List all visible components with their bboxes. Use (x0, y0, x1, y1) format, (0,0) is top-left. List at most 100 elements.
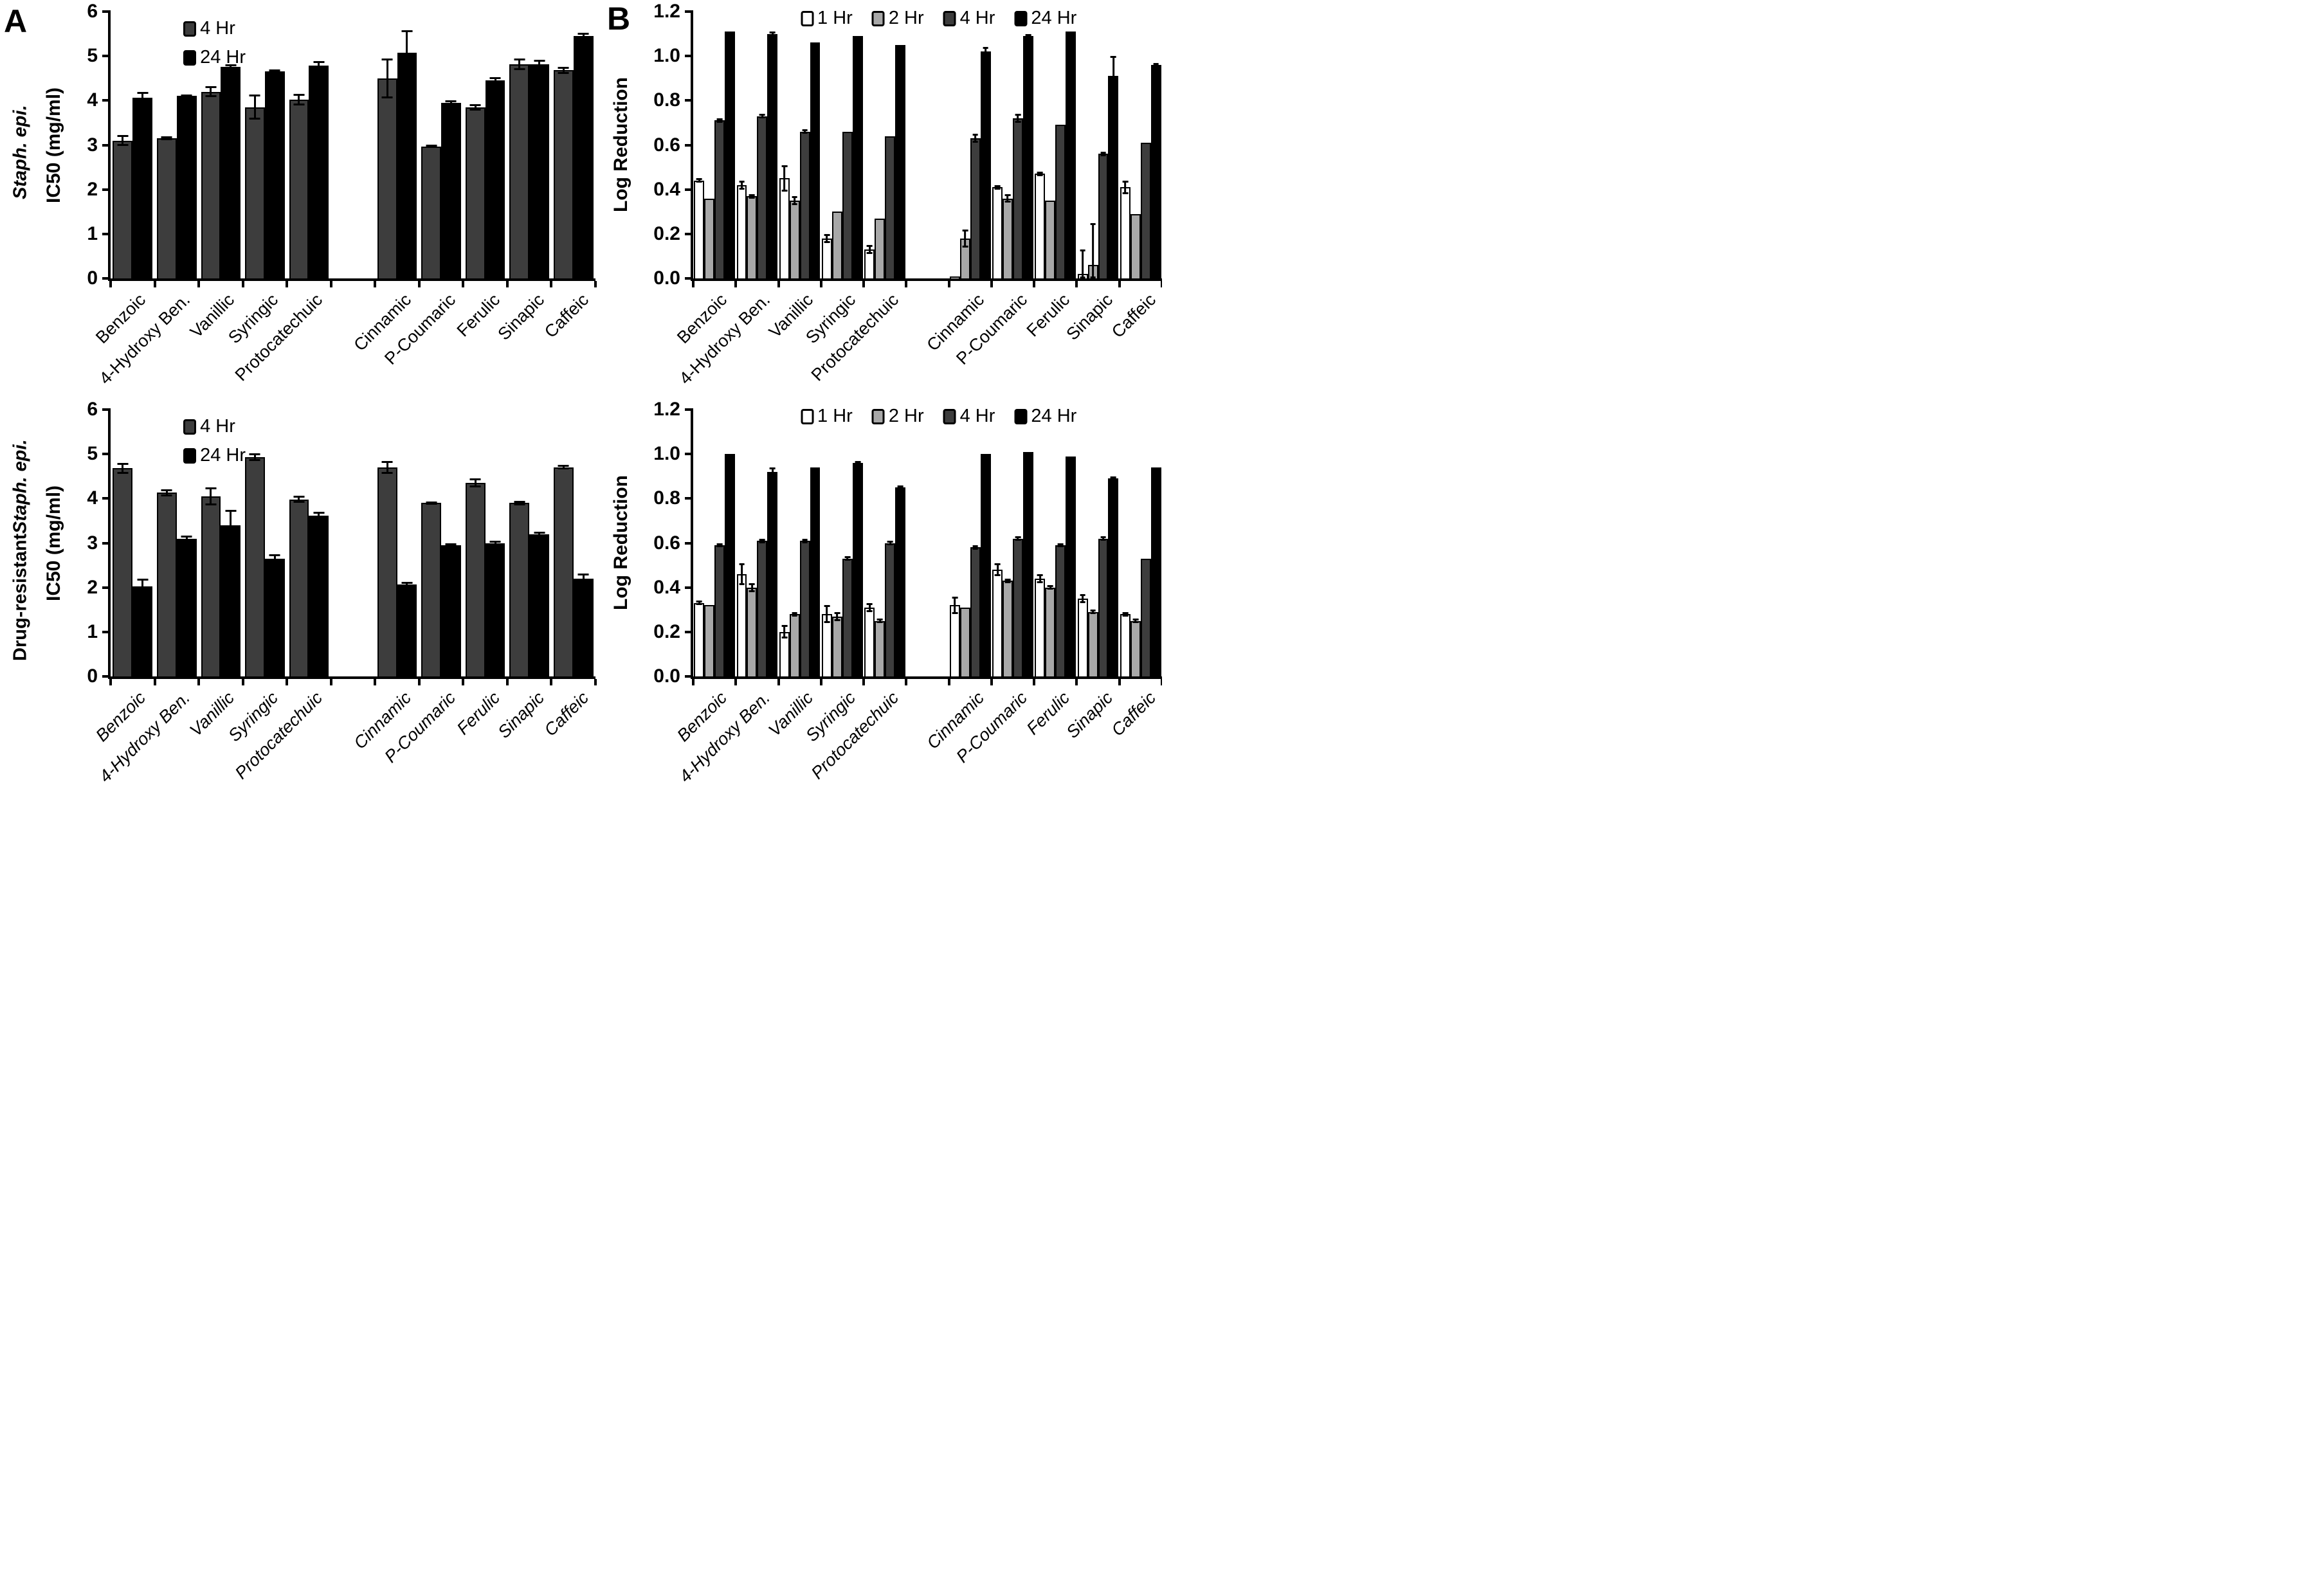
error-bar (897, 485, 903, 490)
error-bar-line (868, 245, 871, 254)
error-bar-line (1102, 536, 1105, 541)
bar-group (864, 410, 906, 676)
legend-swatch (183, 50, 197, 66)
error-bar-line (122, 135, 124, 146)
error-bar (117, 135, 129, 146)
error-bar-line (857, 460, 859, 466)
bar (875, 218, 885, 278)
error-bar-line (1082, 249, 1084, 278)
bar-group (736, 12, 778, 278)
error-bar-cap-bottom (972, 141, 979, 143)
x-axis-tick (862, 281, 866, 287)
x-axis-tick (505, 281, 509, 287)
row-label-staph-epi: Staph. epi. (0, 0, 41, 304)
error-bar (716, 118, 723, 123)
bar (245, 457, 265, 676)
y-axis-tick (685, 675, 693, 678)
error-bar (137, 91, 149, 104)
error-bar-line (230, 64, 232, 70)
error-bar-cap-top (313, 61, 325, 64)
plot-wrap: 0 1 2 3 4 5 6 4 Hr 24 Hr Benzoic 4-Hydroxy Ben. Va… (67, 2, 597, 401)
legend-label: 2 Hr (888, 406, 924, 426)
error-bar-line (1006, 194, 1009, 203)
error-bar-cap-bottom (962, 245, 968, 248)
bar (842, 131, 853, 278)
bar (714, 545, 725, 676)
bar-group (1120, 410, 1162, 676)
error-bar-cap-top (446, 543, 457, 546)
bar (1035, 578, 1046, 676)
chart-panel-ic50-drug-resistant: IC50 (mg/ml) 0 1 2 3 4 5 6 4 Hr 24 Hr Benzoic 4-H… (41, 398, 597, 796)
error-bar-line (210, 487, 212, 505)
error-bar (558, 66, 569, 74)
bar (714, 120, 725, 278)
bar (245, 107, 265, 278)
error-bar-cap-bottom (1015, 539, 1021, 541)
error-bar-line (899, 485, 902, 490)
error-bar (983, 47, 988, 57)
error-bar-line (1092, 610, 1094, 615)
y-tick-label: 0.8 (653, 487, 680, 509)
x-axis-tick (1033, 679, 1036, 685)
bar (1066, 456, 1076, 676)
error-bar (759, 538, 765, 543)
error-bar (469, 478, 481, 488)
error-bar-cap-top (1153, 62, 1159, 65)
error-bar-cap-top (824, 605, 830, 608)
error-bar (249, 453, 260, 461)
error-bar-cap-top (962, 229, 968, 231)
error-bar-cap-bottom (824, 621, 830, 623)
bar (1108, 478, 1119, 676)
x-axis-labels: Benzoic 4-Hydroxy Ben. Vanillic Syringic Pro… (673, 679, 1162, 796)
error-bar-cap-bottom (866, 251, 873, 254)
error-bar-cap-top (1004, 578, 1011, 581)
error-bar-line (210, 86, 212, 97)
error-bar-cap-top (1037, 574, 1043, 576)
error-bar-cap-bottom (534, 534, 545, 537)
error-bar (1100, 536, 1106, 541)
bar (736, 574, 747, 676)
error-bar-line (868, 602, 871, 612)
y-tick-label: 0.0 (653, 267, 680, 289)
bar (992, 570, 1003, 676)
error-bar (1090, 610, 1096, 615)
x-category-label: Sinapic (494, 290, 549, 344)
bar-group (375, 12, 419, 278)
error-bar-cap-bottom (489, 543, 501, 545)
bar (1003, 581, 1013, 676)
bar (1098, 538, 1109, 676)
error-bar-cap-bottom (716, 545, 723, 548)
x-axis-tick (462, 281, 465, 287)
error-bar-cap-top (716, 118, 723, 121)
error-bar-line (794, 196, 796, 205)
bar (1022, 451, 1033, 676)
error-bar-cap-top (1015, 536, 1021, 539)
bar-group (821, 12, 864, 278)
error-bar-line (298, 496, 300, 503)
y-tick-label: 4 (87, 487, 98, 509)
error-bar-line (794, 611, 796, 617)
bar-group (419, 12, 464, 278)
bar-group (199, 12, 243, 278)
error-bar-cap-top (577, 573, 589, 575)
y-tick-label: 0.2 (653, 620, 680, 642)
error-bar-cap-bottom (876, 621, 883, 623)
error-bar-cap-top (205, 86, 217, 89)
error-bar-cap-top (558, 465, 569, 467)
y-axis-label: Log Reduction (610, 77, 631, 213)
error-bar-line (582, 573, 585, 584)
error-bar-cap-bottom (802, 541, 808, 543)
error-bar (696, 178, 702, 183)
bar (289, 499, 309, 676)
error-bar-cap-top (696, 601, 702, 603)
y-axis-label: IC50 (mg/ml) (43, 87, 64, 203)
x-axis-tick (286, 679, 289, 685)
y-axis-label: Log Reduction (610, 475, 631, 611)
x-category-label: Ferulic (453, 290, 504, 341)
error-bar (716, 543, 723, 548)
error-bar-cap-top (739, 180, 745, 183)
error-bar-cap-top (161, 489, 172, 491)
plot-area: 0.0 0.2 0.4 0.6 0.8 1.0 1.2 1 Hr 2 Hr 4 Hr 24 Hr (653, 2, 1162, 288)
error-bar-line (494, 541, 496, 545)
bar (959, 607, 970, 676)
